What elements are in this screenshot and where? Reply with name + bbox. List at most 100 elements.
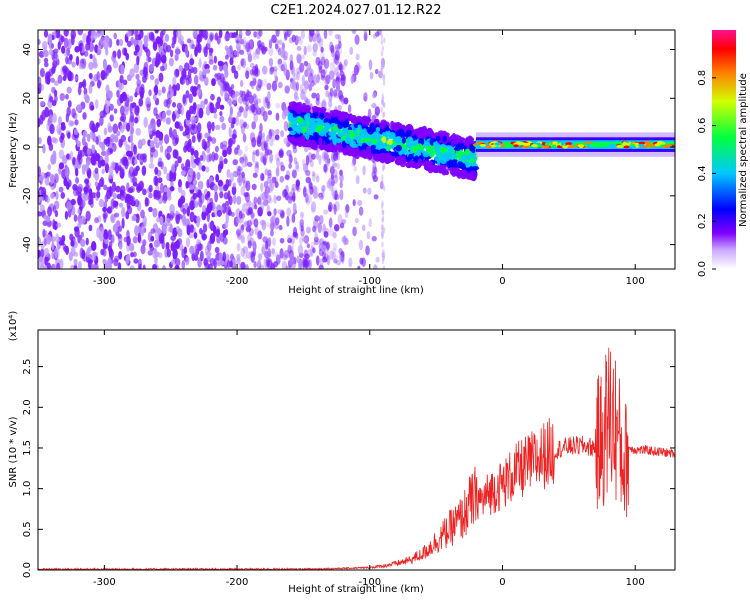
heatmap-cell bbox=[323, 209, 329, 215]
heatmap-cell bbox=[241, 36, 248, 48]
heatmap-cell bbox=[66, 86, 72, 94]
x-tick-label: -300 bbox=[93, 276, 116, 287]
heatmap-cell bbox=[56, 222, 62, 228]
heatmap-cell bbox=[341, 256, 345, 264]
heatmap-cell bbox=[131, 215, 137, 222]
heatmap-cell bbox=[38, 137, 42, 145]
heatmap-cell bbox=[63, 37, 69, 49]
heatmap-cell bbox=[88, 224, 93, 232]
heatmap-cell bbox=[119, 105, 125, 116]
heatmap-cell bbox=[41, 109, 46, 121]
heatmap-cell bbox=[192, 192, 197, 200]
heatmap-cell bbox=[381, 96, 385, 103]
heatmap-cell bbox=[166, 248, 172, 258]
heatmap-cell bbox=[444, 132, 450, 137]
heatmap-cell bbox=[366, 134, 374, 139]
heatmap-cell bbox=[251, 81, 255, 90]
heatmap-cell bbox=[65, 55, 69, 65]
heatmap-cell bbox=[241, 235, 246, 244]
heatmap-cell bbox=[98, 198, 105, 208]
heatmap-cell bbox=[192, 86, 198, 92]
heatmap-cell bbox=[115, 185, 121, 193]
heatmap-cell bbox=[103, 127, 108, 136]
heatmap-cell bbox=[339, 173, 344, 183]
heatmap-cell bbox=[120, 172, 125, 179]
heatmap-cell bbox=[254, 162, 260, 174]
heatmap-cell bbox=[382, 79, 386, 86]
heatmap-cell bbox=[219, 191, 224, 199]
heatmap-cell bbox=[119, 74, 124, 84]
heatmap-cell bbox=[47, 163, 52, 171]
heatmap-cell bbox=[234, 90, 240, 97]
spectrogram-y-label: Frequency (Hz) bbox=[8, 112, 19, 188]
heatmap-cell bbox=[367, 187, 372, 195]
heatmap-cell bbox=[665, 144, 673, 148]
heatmap-cell bbox=[315, 30, 320, 38]
heatmap-cell bbox=[382, 265, 386, 269]
heatmap-cell bbox=[315, 255, 320, 266]
heatmap-cell bbox=[289, 154, 293, 164]
heatmap-cell bbox=[38, 117, 41, 128]
heatmap-cell bbox=[256, 139, 262, 148]
heatmap-cell bbox=[301, 75, 306, 87]
heatmap-cell bbox=[347, 104, 352, 113]
heatmap-cell bbox=[339, 169, 343, 176]
heatmap-cell bbox=[330, 174, 335, 180]
heatmap-cell bbox=[427, 127, 433, 135]
heatmap-cell bbox=[111, 234, 115, 244]
heatmap-cell bbox=[38, 88, 42, 95]
heatmap-cell bbox=[270, 262, 275, 269]
heatmap-cell bbox=[75, 177, 80, 184]
heatmap-cell bbox=[271, 129, 277, 141]
heatmap-cell bbox=[134, 44, 140, 53]
heatmap-cell bbox=[143, 116, 148, 128]
heatmap-cell bbox=[375, 31, 380, 37]
heatmap-cell bbox=[341, 218, 347, 224]
heatmap-cell bbox=[382, 101, 385, 108]
heatmap-cell bbox=[163, 166, 168, 175]
heatmap-cell bbox=[236, 174, 243, 186]
heatmap-cell bbox=[270, 216, 275, 224]
heatmap-cell bbox=[290, 135, 296, 144]
heatmap-cell bbox=[274, 176, 278, 184]
heatmap-cell bbox=[261, 132, 266, 138]
heatmap-cell bbox=[277, 209, 282, 215]
heatmap-cell bbox=[90, 263, 95, 269]
heatmap-cell bbox=[129, 111, 135, 123]
heatmap-cell bbox=[334, 33, 340, 40]
heatmap-cell bbox=[117, 233, 122, 239]
heatmap-cell bbox=[189, 245, 195, 255]
heatmap-cell bbox=[274, 181, 279, 188]
heatmap-cell bbox=[149, 74, 155, 81]
heatmap-cell bbox=[465, 136, 472, 142]
heatmap-cell bbox=[209, 258, 216, 267]
heatmap-cell bbox=[61, 45, 66, 54]
heatmap-cell bbox=[134, 225, 139, 237]
heatmap-cell bbox=[196, 239, 201, 245]
heatmap-cell bbox=[219, 86, 224, 97]
heatmap-cell bbox=[174, 160, 179, 168]
heatmap-cell bbox=[171, 163, 176, 173]
heatmap-cell bbox=[53, 173, 59, 184]
heatmap-cell bbox=[330, 179, 335, 187]
heatmap-cell bbox=[413, 156, 420, 162]
heatmap-cell bbox=[323, 58, 330, 69]
snr-y-axis: 0.0 0.5 1.0 1.5 2.0 2.5 bbox=[22, 359, 675, 578]
heatmap-cell bbox=[257, 196, 262, 205]
heatmap-cell bbox=[291, 104, 296, 111]
heatmap-cell bbox=[369, 71, 374, 80]
heatmap-cell bbox=[81, 249, 86, 260]
colorbar-tick-label: 0.8 bbox=[697, 70, 708, 86]
heatmap-cell bbox=[257, 230, 263, 240]
heatmap-cell bbox=[213, 55, 218, 64]
heatmap-cell bbox=[190, 153, 194, 165]
heatmap-cell bbox=[238, 179, 242, 187]
heatmap-cell bbox=[275, 103, 281, 109]
heatmap-cell bbox=[275, 112, 280, 121]
heatmap-cell bbox=[395, 135, 402, 144]
heatmap-cell bbox=[60, 132, 65, 140]
heatmap-cell bbox=[225, 205, 231, 216]
heatmap-cell bbox=[362, 165, 366, 176]
heatmap-cell bbox=[179, 76, 184, 85]
heatmap-cell bbox=[145, 48, 151, 58]
